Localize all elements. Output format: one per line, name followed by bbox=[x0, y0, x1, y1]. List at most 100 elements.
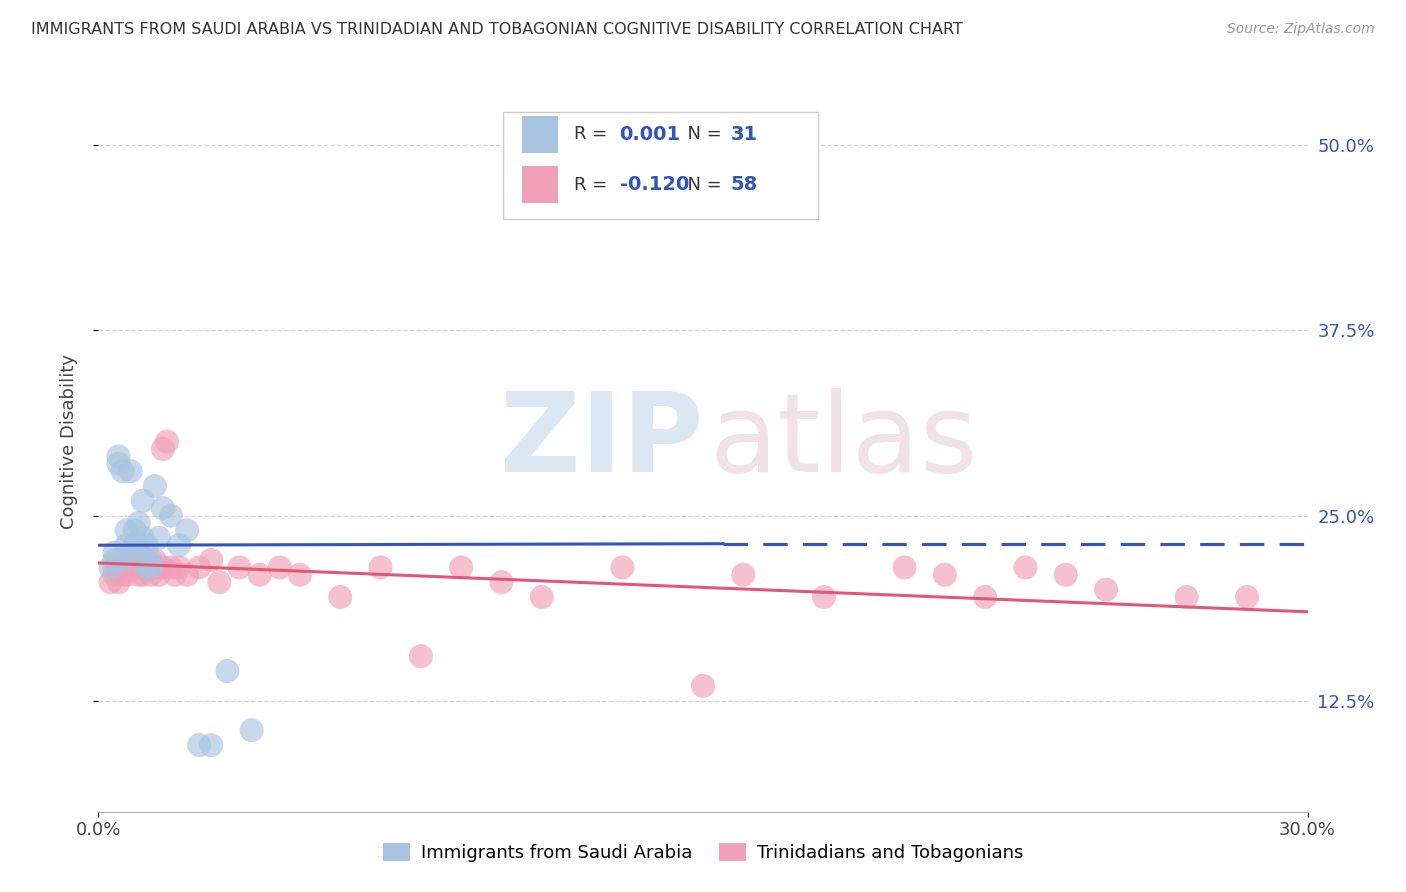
Point bbox=[329, 590, 352, 604]
Point bbox=[135, 538, 157, 552]
Text: -0.120: -0.120 bbox=[620, 176, 689, 194]
Point bbox=[124, 560, 146, 574]
Point bbox=[103, 553, 125, 567]
Point bbox=[128, 538, 150, 552]
Point bbox=[111, 553, 134, 567]
Point bbox=[124, 524, 146, 538]
Point bbox=[124, 553, 146, 567]
Point bbox=[143, 560, 166, 574]
Point bbox=[107, 450, 129, 464]
Point bbox=[200, 553, 222, 567]
Point bbox=[491, 575, 513, 590]
Text: 31: 31 bbox=[731, 125, 758, 144]
Point bbox=[249, 567, 271, 582]
Point bbox=[139, 560, 162, 574]
Point bbox=[139, 567, 162, 582]
Point bbox=[530, 590, 553, 604]
Point bbox=[143, 553, 166, 567]
Point bbox=[132, 493, 155, 508]
Point bbox=[152, 442, 174, 456]
Text: Source: ZipAtlas.com: Source: ZipAtlas.com bbox=[1227, 22, 1375, 37]
Point bbox=[107, 560, 129, 574]
Point bbox=[135, 560, 157, 574]
Point bbox=[163, 567, 186, 582]
Point bbox=[612, 560, 634, 574]
Text: N =: N = bbox=[676, 176, 728, 194]
Point bbox=[1095, 582, 1118, 597]
Point bbox=[813, 590, 835, 604]
Point bbox=[152, 560, 174, 574]
Point bbox=[1175, 590, 1198, 604]
Point bbox=[156, 434, 179, 449]
Point bbox=[208, 575, 231, 590]
Point bbox=[135, 560, 157, 574]
Point bbox=[132, 560, 155, 574]
Point bbox=[139, 553, 162, 567]
Point bbox=[107, 575, 129, 590]
Point bbox=[733, 567, 755, 582]
Point bbox=[176, 567, 198, 582]
Point bbox=[188, 738, 211, 752]
Point bbox=[111, 567, 134, 582]
Point bbox=[120, 545, 142, 560]
Point bbox=[228, 560, 250, 574]
Point bbox=[188, 560, 211, 574]
Point bbox=[135, 553, 157, 567]
Text: R =: R = bbox=[574, 176, 613, 194]
Text: R =: R = bbox=[574, 126, 613, 144]
Point bbox=[1014, 560, 1036, 574]
Point bbox=[107, 553, 129, 567]
Point bbox=[103, 560, 125, 574]
Point bbox=[1236, 590, 1258, 604]
Point bbox=[148, 560, 170, 574]
Point bbox=[200, 738, 222, 752]
Point bbox=[120, 553, 142, 567]
Point bbox=[409, 649, 432, 664]
Point bbox=[111, 560, 134, 574]
Point bbox=[934, 567, 956, 582]
Text: 58: 58 bbox=[731, 176, 758, 194]
Legend: Immigrants from Saudi Arabia, Trinidadians and Tobagonians: Immigrants from Saudi Arabia, Trinidadia… bbox=[375, 836, 1031, 870]
Point bbox=[115, 567, 138, 582]
Point bbox=[100, 575, 122, 590]
Point bbox=[107, 457, 129, 471]
Point bbox=[143, 479, 166, 493]
Point bbox=[124, 538, 146, 552]
Text: N =: N = bbox=[676, 126, 728, 144]
Point bbox=[240, 723, 263, 738]
Point bbox=[103, 545, 125, 560]
Point bbox=[115, 524, 138, 538]
Point bbox=[103, 567, 125, 582]
Point bbox=[128, 560, 150, 574]
Point bbox=[148, 567, 170, 582]
Text: 0.001: 0.001 bbox=[620, 125, 681, 144]
Point bbox=[115, 538, 138, 552]
Point bbox=[692, 679, 714, 693]
Point bbox=[217, 664, 239, 678]
Point bbox=[120, 560, 142, 574]
Bar bbox=[522, 116, 558, 153]
Point bbox=[139, 560, 162, 574]
Point bbox=[893, 560, 915, 574]
Point bbox=[111, 464, 134, 478]
Point bbox=[167, 560, 190, 574]
Point bbox=[152, 501, 174, 516]
Bar bbox=[522, 166, 558, 203]
Point bbox=[176, 524, 198, 538]
Point bbox=[370, 560, 392, 574]
Point bbox=[132, 531, 155, 545]
Text: ZIP: ZIP bbox=[499, 388, 703, 495]
Point bbox=[100, 560, 122, 574]
Point bbox=[167, 538, 190, 552]
Point bbox=[160, 560, 183, 574]
Point bbox=[148, 531, 170, 545]
Y-axis label: Cognitive Disability: Cognitive Disability bbox=[59, 354, 77, 529]
Point bbox=[115, 560, 138, 574]
Point bbox=[269, 560, 291, 574]
Point bbox=[128, 516, 150, 530]
Point bbox=[128, 567, 150, 582]
Point bbox=[132, 567, 155, 582]
Point bbox=[450, 560, 472, 574]
Text: IMMIGRANTS FROM SAUDI ARABIA VS TRINIDADIAN AND TOBAGONIAN COGNITIVE DISABILITY : IMMIGRANTS FROM SAUDI ARABIA VS TRINIDAD… bbox=[31, 22, 963, 37]
Point bbox=[120, 464, 142, 478]
